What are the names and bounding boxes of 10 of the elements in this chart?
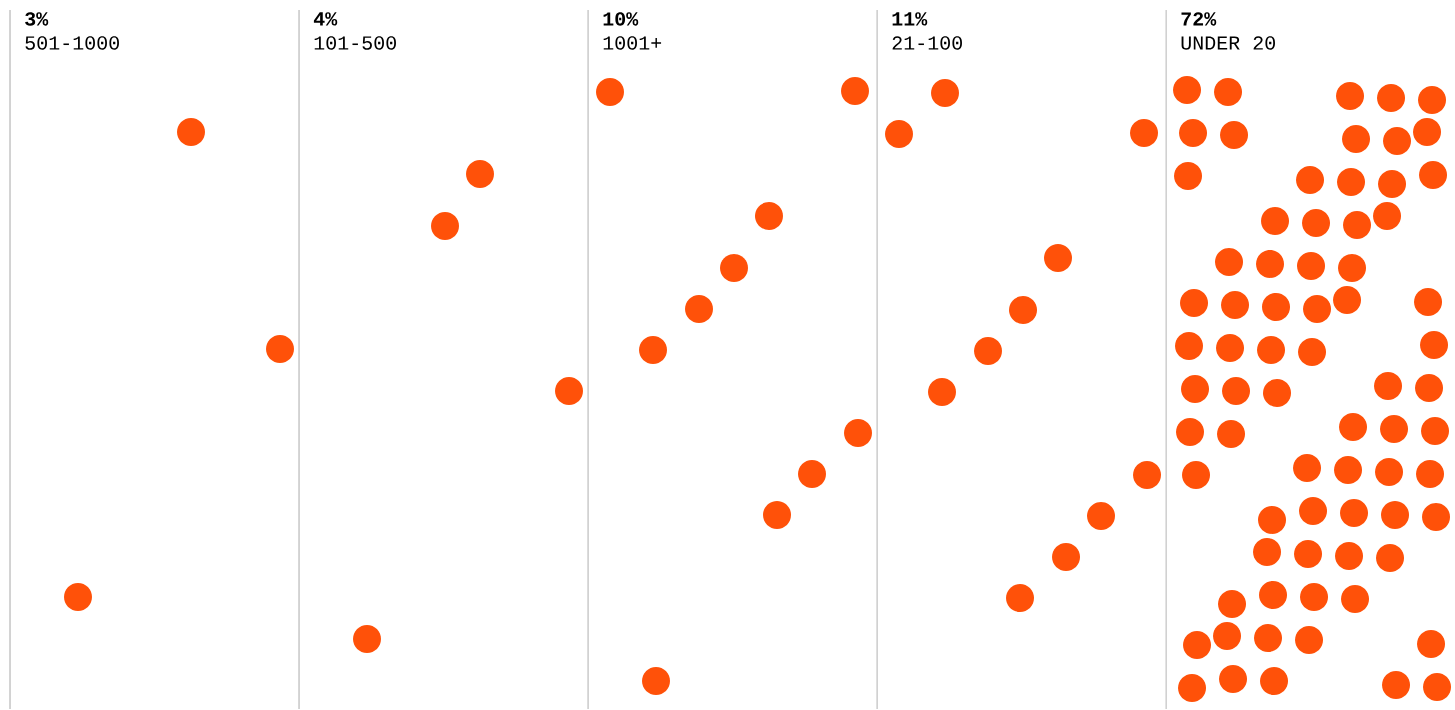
data-label: 4% (313, 12, 338, 26)
category-label: 501-1000 (25, 36, 119, 51)
category-label: 1001+ (603, 36, 662, 51)
data-label: 11% (892, 12, 928, 26)
data-label: 72% (1181, 12, 1217, 26)
data-label: 3% (25, 12, 49, 27)
category-label: 101-500 (314, 36, 396, 51)
data-label: 10% (603, 12, 639, 27)
category-label: 21-100 (892, 36, 962, 51)
category-label: UNDER 20 (1181, 36, 1275, 51)
